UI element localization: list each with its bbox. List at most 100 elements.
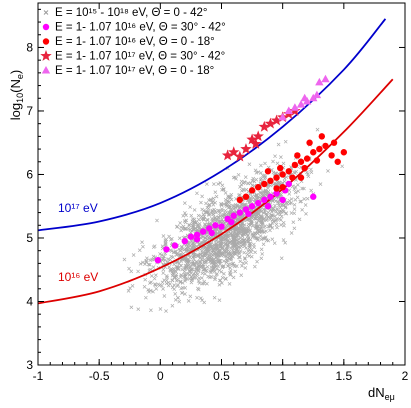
data-points	[154, 74, 348, 264]
cloud-point	[170, 278, 175, 283]
cloud-point	[210, 253, 215, 257]
cloud-point	[271, 159, 275, 164]
cloud-point	[228, 205, 232, 209]
series-2-point	[306, 139, 313, 146]
cloud-point	[188, 205, 192, 209]
cloud-point	[182, 275, 187, 279]
cloud-point	[203, 260, 208, 265]
cloud-point	[212, 243, 216, 247]
cloud-point	[179, 273, 184, 277]
cloud-point	[214, 238, 219, 243]
cloud-point	[282, 223, 286, 228]
cloud-point	[275, 161, 280, 166]
x-tick-label: 0.5	[213, 369, 230, 383]
cloud-point	[167, 265, 172, 269]
curve-1	[37, 78, 394, 305]
cloud-point	[242, 228, 247, 233]
cloud-point	[224, 238, 229, 243]
cloud-point	[259, 163, 263, 168]
curves	[37, 18, 394, 305]
cloud-point	[293, 185, 298, 189]
cloud-point	[214, 267, 219, 271]
cloud-point	[275, 207, 279, 211]
cloud-point	[292, 207, 297, 211]
y-tick-label: 7	[26, 104, 33, 118]
cloud-point	[205, 264, 210, 269]
series-3-point	[258, 120, 271, 132]
cloud-point	[154, 286, 159, 291]
cloud-point	[161, 271, 166, 275]
cloud-point	[245, 239, 250, 244]
cloud-point	[196, 253, 201, 257]
cloud-point	[234, 176, 238, 181]
cloud-point	[196, 213, 201, 218]
series-2-point	[301, 164, 308, 172]
cloud-point	[277, 181, 281, 186]
cloud-point	[326, 169, 330, 173]
cloud-point	[197, 281, 202, 285]
cloud-point	[256, 224, 261, 229]
series-2-point	[248, 187, 256, 194]
cloud-point	[148, 258, 153, 263]
cloud-point	[235, 247, 239, 251]
cloud-point	[260, 230, 265, 234]
legend-entry-3: E = 1- 1.07 10¹⁷ eV, Θ = 30° - 42°	[55, 51, 225, 63]
cloud-point	[148, 288, 153, 293]
cloud-point	[273, 199, 278, 203]
cloud-point	[255, 231, 260, 236]
cloud-point	[249, 254, 254, 259]
series-2-point	[267, 177, 274, 185]
cloud-point	[197, 276, 202, 281]
cloud-point	[188, 269, 193, 274]
cloud-point	[281, 238, 286, 242]
cloud-point	[141, 260, 145, 265]
cloud-point	[245, 252, 250, 257]
x-tick-label: 1.5	[335, 369, 352, 383]
x-tick-label: 0	[157, 369, 164, 383]
series-1-point	[248, 203, 256, 210]
cloud-point	[149, 308, 153, 313]
cloud-point	[237, 227, 242, 232]
cloud-point	[272, 241, 277, 245]
cloud-point	[183, 277, 188, 282]
cloud-point	[220, 214, 225, 219]
cloud-point	[187, 222, 191, 227]
cloud-point	[243, 203, 248, 207]
cloud-point	[242, 203, 247, 207]
y-tick-label: 4	[26, 294, 33, 308]
cloud-point	[188, 264, 193, 268]
cloud-point	[244, 260, 249, 265]
cloud-point	[216, 215, 221, 220]
cloud-point	[275, 212, 280, 216]
cloud-point	[214, 255, 218, 259]
cloud-point	[152, 244, 157, 249]
cloud-point	[131, 253, 136, 257]
cloud-point	[205, 218, 210, 223]
cloud-point	[179, 263, 183, 268]
cloud-point	[199, 240, 203, 245]
legend-marker-1	[42, 23, 50, 31]
cloud-point	[175, 253, 179, 257]
cloud-point	[194, 259, 199, 264]
cloud-point	[173, 275, 177, 280]
cloud-point	[185, 258, 190, 263]
cloud-point	[191, 241, 196, 245]
cloud-point	[204, 251, 208, 256]
cloud-point	[263, 173, 267, 178]
cloud-point	[277, 180, 281, 185]
cloud-point	[293, 190, 298, 195]
cloud-point	[210, 248, 215, 253]
y-axis-label: log10(Ne)	[8, 70, 25, 120]
cloud-point	[245, 234, 250, 238]
cloud-point	[276, 142, 281, 147]
cloud-point	[251, 242, 256, 247]
cloud-point	[235, 264, 239, 268]
cloud-point	[279, 223, 283, 227]
cloud-point	[210, 245, 215, 250]
legend-marker-4	[41, 66, 51, 74]
cloud-point	[203, 236, 208, 240]
cloud-point	[226, 205, 231, 210]
y-tick-label: 8	[26, 40, 33, 54]
cloud-point	[144, 258, 149, 263]
cloud-point	[180, 281, 185, 285]
